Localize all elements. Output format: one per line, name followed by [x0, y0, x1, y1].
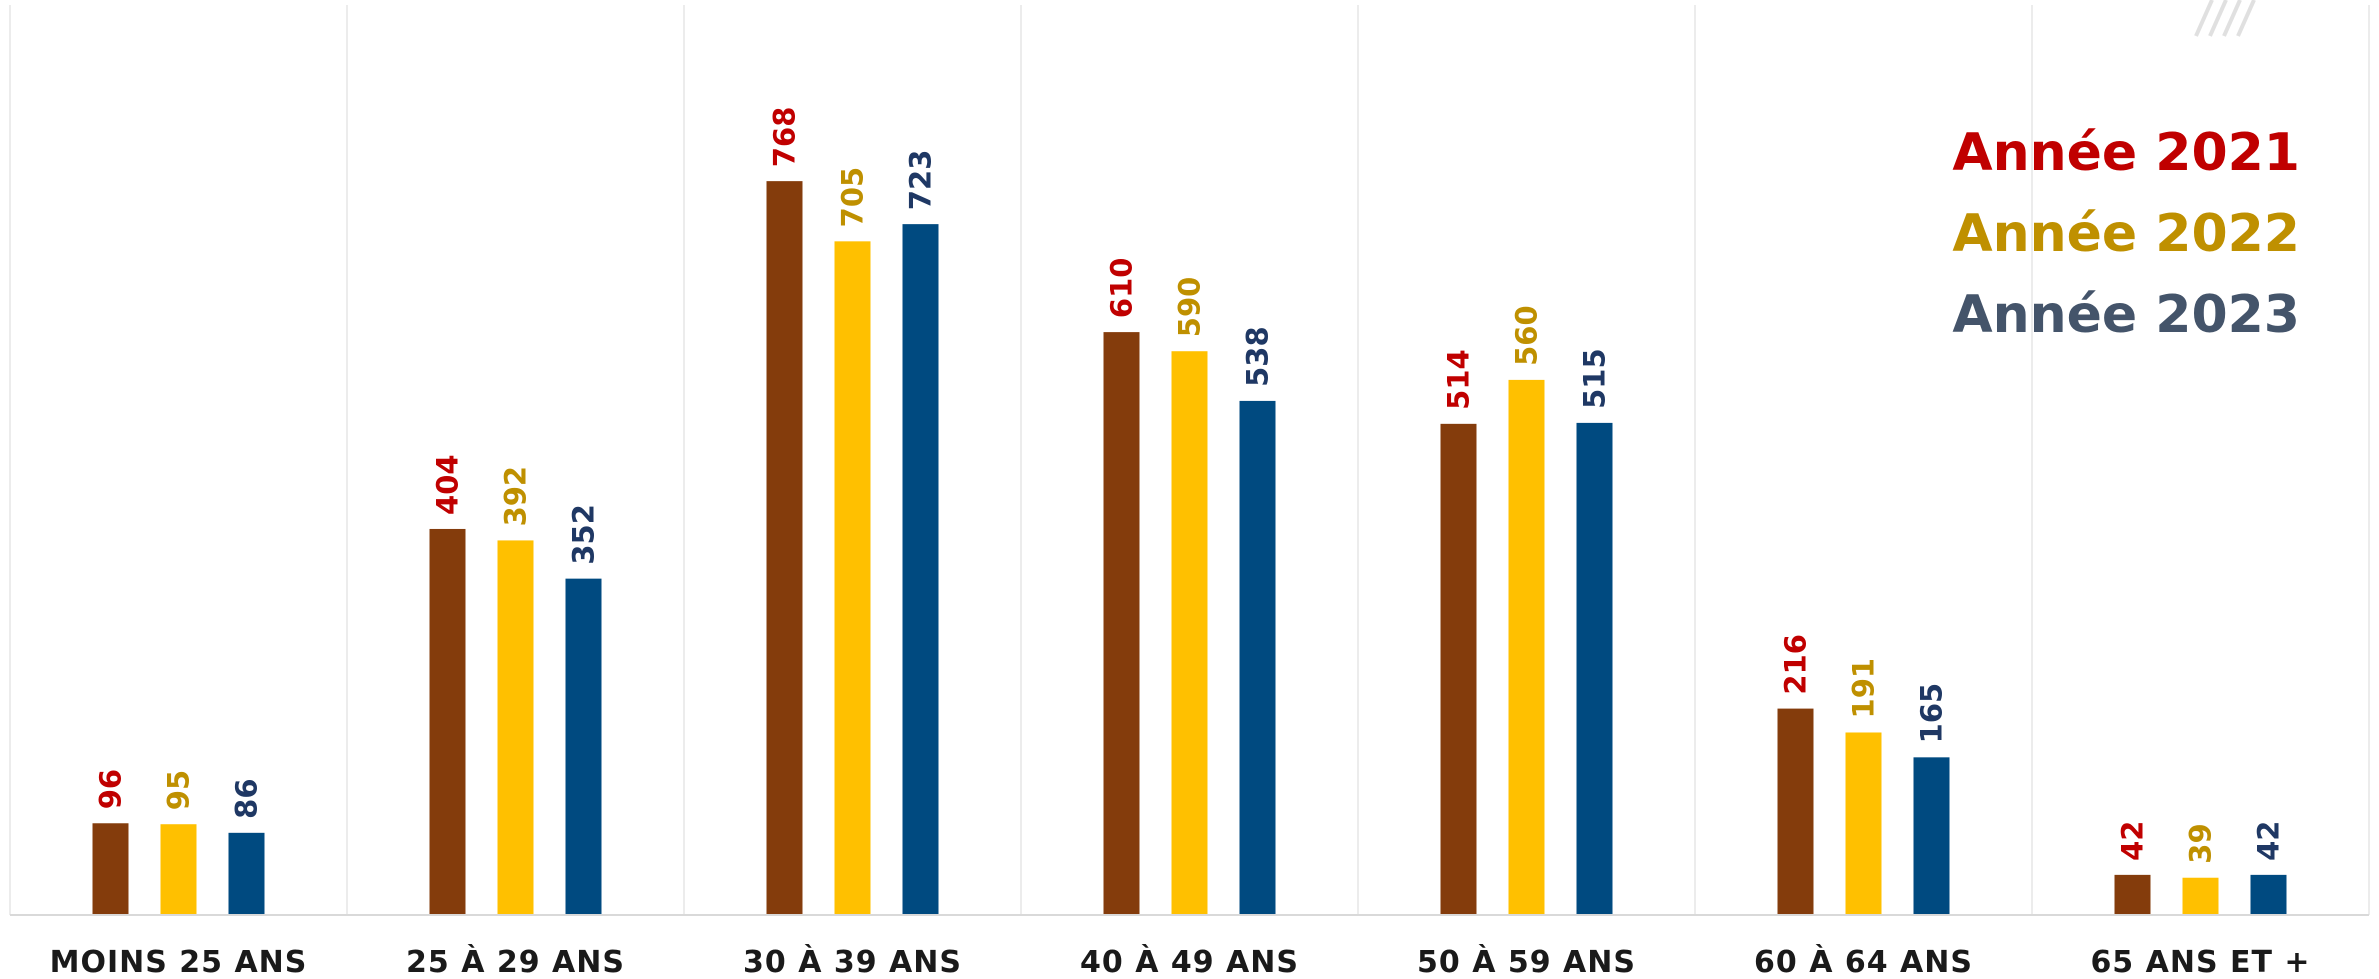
bar — [228, 832, 265, 915]
bar — [834, 241, 871, 916]
bar — [902, 224, 939, 916]
stripe-mark — [2222, 0, 2242, 37]
data-label: 165 — [1915, 683, 1949, 744]
bar — [1913, 757, 1950, 915]
bar — [2250, 874, 2287, 915]
bar — [160, 824, 197, 915]
data-label: 723 — [904, 150, 938, 211]
bar — [1508, 379, 1545, 915]
bar — [1576, 422, 1613, 915]
category-label: 60 À 64 ANS — [1754, 944, 1973, 979]
bar — [1845, 732, 1882, 915]
category-label: 25 À 29 ANS — [406, 944, 625, 979]
bar — [1239, 400, 1276, 915]
bar — [1103, 332, 1140, 916]
legend-entry: Année 2023 — [1952, 285, 2300, 345]
bar — [92, 823, 129, 915]
bar — [429, 528, 466, 915]
legend-entry: Année 2021 — [1952, 123, 2300, 183]
stripe-mark — [2208, 0, 2228, 37]
category-separators — [9, 5, 2370, 915]
legend-entry: Année 2022 — [1952, 204, 2300, 264]
data-label: 96 — [94, 769, 128, 809]
data-label: 42 — [2116, 821, 2150, 861]
data-label: 95 — [162, 770, 196, 810]
data-label: 514 — [1442, 349, 1476, 410]
data-label: 216 — [1779, 634, 1813, 695]
category-label: 65 ANS ET + — [2090, 945, 2310, 979]
bar — [766, 181, 803, 916]
bar — [2182, 877, 2219, 915]
bar — [497, 540, 534, 915]
bars-layer — [92, 181, 2287, 916]
decorative-stripes — [2194, 0, 2256, 37]
category-label: 50 À 59 ANS — [1417, 944, 1636, 979]
bar — [565, 578, 602, 915]
data-label: 768 — [768, 107, 802, 168]
data-label: 86 — [230, 778, 264, 818]
bar — [2114, 874, 2151, 915]
data-label: 705 — [836, 167, 870, 228]
value-labels-layer: 96 95 86 404 392 352 768 705 723 610 590 538 514 560 5… — [94, 107, 2286, 864]
category-labels-layer: MOINS 25 ANS 25 À 29 ANS 30 À 39 ANS 40 À 4… — [50, 944, 2310, 979]
data-label: 610 — [1105, 258, 1139, 319]
data-label: 538 — [1241, 326, 1275, 387]
bar — [1171, 351, 1208, 915]
stripe-mark — [2194, 0, 2214, 37]
data-label: 404 — [431, 454, 465, 515]
data-label: 352 — [567, 504, 601, 565]
data-label: 191 — [1847, 658, 1881, 719]
data-label: 39 — [2184, 823, 2218, 863]
bar — [1440, 423, 1477, 915]
legend: Année 2021 Année 2022 Année 2023 — [1952, 123, 2300, 345]
bar — [1777, 708, 1814, 915]
category-label: MOINS 25 ANS — [50, 945, 308, 979]
data-label: 515 — [1578, 348, 1612, 409]
data-label: 590 — [1173, 277, 1207, 338]
category-label: 40 À 49 ANS — [1080, 944, 1299, 979]
data-label: 392 — [499, 466, 533, 527]
stripe-mark — [2236, 0, 2256, 37]
data-label: 42 — [2252, 821, 2286, 861]
category-label: 30 À 39 ANS — [743, 944, 962, 979]
data-label: 560 — [1510, 305, 1544, 366]
